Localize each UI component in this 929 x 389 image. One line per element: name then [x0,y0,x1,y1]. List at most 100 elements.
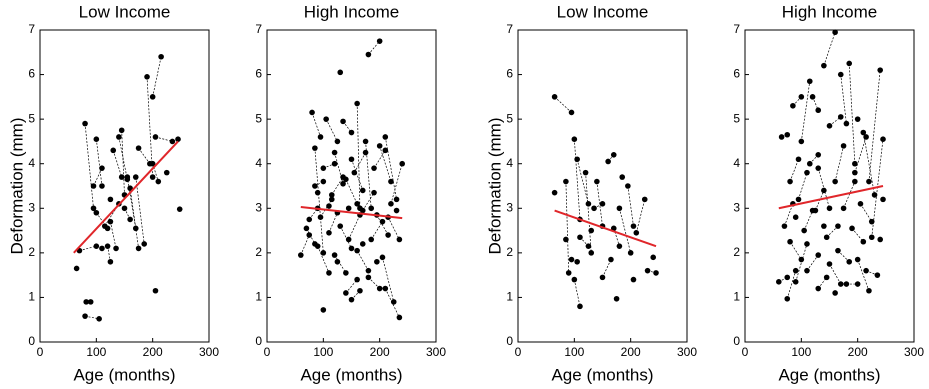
data-point [379,254,386,261]
data-point [568,256,575,263]
data-point [860,238,867,245]
data-point [804,169,810,176]
x-tick-label: 200 [848,345,868,359]
data-point [852,160,858,167]
data-point [625,183,631,189]
data-point [317,214,324,220]
data-point [365,274,372,281]
subject-link [334,254,347,274]
data-point [314,243,321,249]
data-point [348,245,355,252]
subject-link [84,123,94,209]
data-point [90,183,97,189]
data-point [382,147,389,154]
data-point [591,205,597,212]
data-point [806,160,813,167]
y-tick-label: 1 [733,290,740,304]
data-point [331,252,338,258]
data-point [874,272,881,278]
y-tick-label: 4 [255,156,262,170]
data-point [843,281,850,287]
data-point [846,60,853,67]
data-point [784,274,791,281]
y-tick-label: 7 [28,22,35,36]
data-point [348,129,355,136]
data-point [613,295,620,302]
data-point [337,69,344,76]
data-point [390,299,397,305]
subject-link [387,217,400,240]
y-tick-label: 3 [28,200,35,214]
data-point [863,134,869,140]
data-point [852,178,858,185]
data-point [863,267,869,274]
y-tick-label: 4 [506,156,513,170]
subject-link [376,214,389,236]
data-point [812,207,819,214]
data-point [149,160,156,167]
subject-link [843,181,856,209]
subject-link [79,245,97,251]
data-point [107,196,114,203]
data-point [118,174,125,180]
data-point [116,134,122,140]
y-tick-label: 1 [506,290,513,304]
x-tick-label: 0 [742,345,749,359]
data-point [633,230,640,236]
data-point [641,196,648,203]
x-tick-label: 100 [86,345,106,359]
subject-link [331,176,344,196]
y-tick-label: 2 [255,245,262,259]
subject-link [803,210,813,231]
data-point [83,299,89,305]
y-tick-label: 2 [28,245,35,259]
data-point [96,316,102,322]
subject-link [314,148,324,253]
subject-link [786,270,797,299]
data-point [144,74,150,80]
subject-link [806,254,819,271]
data-point [312,145,318,151]
data-point [396,314,403,321]
subject-link [379,145,392,182]
subject-link [135,177,145,244]
data-point [371,189,377,196]
data-point [312,183,318,189]
subject-link [613,228,620,247]
y-axis-label: Deformation (mm) [7,118,26,255]
data-point [132,225,139,232]
data-point [382,134,389,140]
data-point [594,178,600,185]
data-point [565,270,572,276]
panel-title: Low Income [79,2,171,21]
subject-link [345,179,358,204]
data-point [776,279,782,285]
data-point [798,138,805,145]
data-point [795,196,802,203]
subject-link [93,168,103,187]
data-point [608,256,614,263]
data-point [326,203,332,209]
data-point [379,218,386,225]
x-tick-label: 0 [515,345,522,359]
data-point [127,216,133,223]
data-point [837,114,844,120]
subject-link [840,74,847,124]
x-tick-label: 100 [791,345,811,359]
data-point [644,267,651,274]
data-point [860,129,867,136]
data-point [571,136,578,142]
data-point [792,267,799,274]
data-point [388,201,394,207]
data-point [334,258,341,265]
data-point [309,109,315,116]
data-point [787,238,793,245]
subject-link [348,214,361,240]
data-point [854,281,861,287]
data-point [118,127,125,134]
data-point [354,276,360,283]
data-point [175,136,181,142]
data-point [393,196,400,203]
data-point [857,201,864,207]
